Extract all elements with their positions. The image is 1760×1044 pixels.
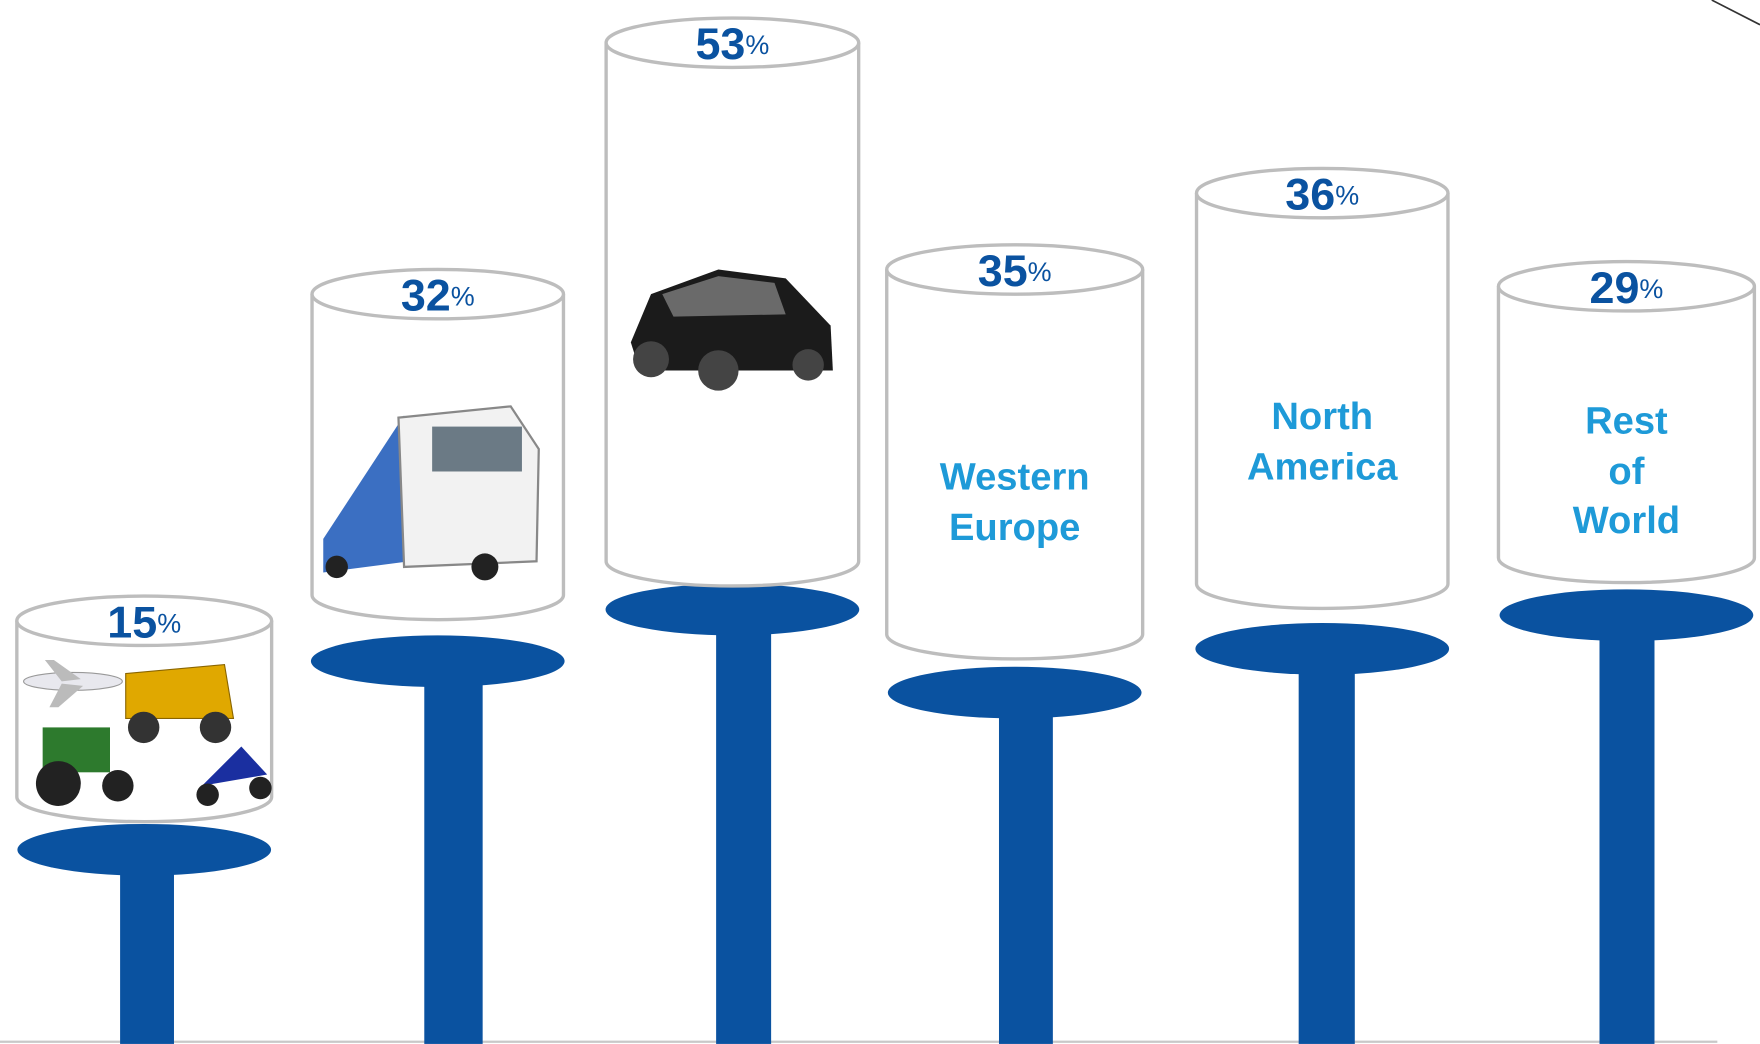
cylinder: [885, 269, 1145, 661]
pedestal-disk: [1195, 623, 1450, 675]
cylinder: [1194, 193, 1450, 611]
percentage-value: 35: [978, 245, 1028, 296]
vehicle-icons: [23, 269, 833, 806]
percentage-value: 36: [1285, 168, 1335, 219]
motorbike-icon: [196, 746, 272, 806]
pedestal-stem: [120, 849, 174, 1044]
region-label: America: [1247, 445, 1398, 488]
dump-truck-icon: [125, 663, 235, 744]
percentage-unit: %: [1028, 257, 1052, 287]
percentage-value: 15: [107, 596, 157, 647]
percentage-label: 36%: [1285, 168, 1359, 219]
region-label: Rest: [1585, 399, 1668, 442]
region-label: World: [1573, 499, 1680, 542]
corner-line: [1711, 0, 1760, 26]
cylinder-top: [1496, 259, 1757, 313]
percentage-label: 53%: [695, 18, 769, 69]
percentage-value: 29: [1589, 262, 1639, 313]
cylinder-top: [310, 267, 566, 321]
pedestal-stem: [716, 609, 772, 1044]
pedestal-disk: [310, 635, 565, 687]
percentage-unit: %: [745, 30, 769, 60]
cylinder-top: [885, 243, 1145, 296]
region-label: of: [1608, 450, 1644, 493]
pedestal-stem: [1298, 648, 1355, 1044]
pedestal-stem: [1599, 615, 1655, 1044]
percentage-label: 29%: [1589, 262, 1663, 313]
percentage-value: 32: [401, 269, 451, 320]
cylinder-top: [604, 16, 861, 70]
percentage-unit: %: [1335, 181, 1359, 211]
car-icon: [630, 269, 833, 391]
pedestal-disk: [1499, 589, 1754, 641]
region-label: Europe: [949, 506, 1080, 549]
pedestal-disk: [887, 666, 1142, 719]
percentage-value: 53: [695, 18, 745, 69]
labels: 15%32%53%35%WesternEurope36%NorthAmerica…: [107, 18, 1680, 647]
percentage-unit: %: [157, 608, 181, 638]
region-label: Western: [940, 455, 1090, 498]
percentage-label: 32%: [401, 269, 475, 320]
truck-icon: [323, 405, 540, 581]
tractor-icon: [35, 727, 134, 806]
plane-icon: [23, 660, 123, 708]
pedestal-disk: [605, 583, 860, 636]
percentage-label: 35%: [978, 245, 1052, 296]
cylinder: [1496, 286, 1757, 585]
cylinder-top: [1194, 166, 1450, 220]
pedestal-stem: [424, 661, 483, 1044]
percentage-unit: %: [1639, 274, 1663, 304]
pedestal-stem: [998, 692, 1053, 1044]
cylinders: [15, 16, 1757, 1044]
cylinder-top: [15, 594, 274, 648]
region-label: North: [1271, 395, 1373, 438]
percentage-label: 15%: [107, 596, 181, 647]
pedestal-disk: [17, 823, 272, 876]
percentage-unit: %: [451, 282, 475, 312]
